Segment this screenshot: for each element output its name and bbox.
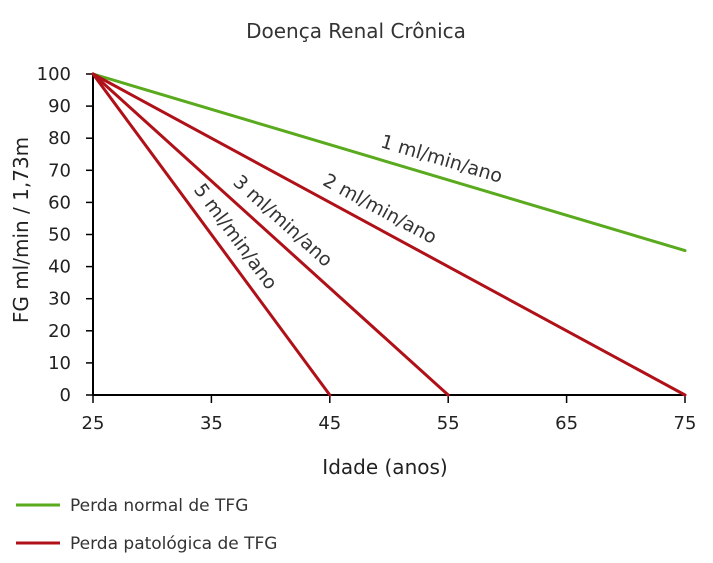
- legend-label: Perda patológica de TFG: [70, 534, 277, 554]
- y-tick-label: 60: [48, 192, 71, 213]
- x-tick-label: 65: [555, 413, 578, 434]
- y-tick-label: 0: [60, 385, 71, 406]
- series-label: 2 ml/min/ano: [319, 169, 440, 248]
- y-tick-label: 80: [48, 128, 71, 149]
- x-tick-label: 35: [200, 413, 223, 434]
- y-tick-label: 90: [48, 96, 71, 117]
- y-tick-label: 10: [48, 353, 71, 374]
- axes: 0 10 20 30 40 50 60 70 80 90 100 25 35 45 55 65 75: [37, 64, 697, 434]
- legend: Perda normal de TFG Perda patológica de T…: [16, 496, 277, 554]
- y-tick-label: 20: [48, 321, 71, 342]
- series-line-1: [91, 72, 687, 253]
- x-tick-label: 75: [674, 413, 697, 434]
- x-tick-label: 45: [318, 413, 341, 434]
- y-tick-label: 30: [48, 289, 71, 310]
- series-line-3: [91, 72, 450, 397]
- y-tick-label: 40: [48, 257, 71, 278]
- y-tick-label: 50: [48, 225, 71, 246]
- x-axis-label: Idade (anos): [322, 455, 447, 479]
- series-layer: [91, 72, 687, 397]
- y-tick-label: 70: [48, 160, 71, 181]
- x-tick-label: 55: [437, 413, 460, 434]
- chart-title: Doença Renal Crônica: [246, 19, 466, 43]
- legend-label: Perda normal de TFG: [70, 496, 248, 516]
- series-label-group: 2 ml/min/ano: [319, 169, 440, 248]
- series-line-2: [91, 72, 687, 397]
- y-tick-label: 100: [37, 64, 71, 85]
- x-tick-label: 25: [82, 413, 105, 434]
- y-axis-label: FG ml/min / 1,73m: [9, 137, 33, 323]
- series-line-4: [91, 72, 332, 397]
